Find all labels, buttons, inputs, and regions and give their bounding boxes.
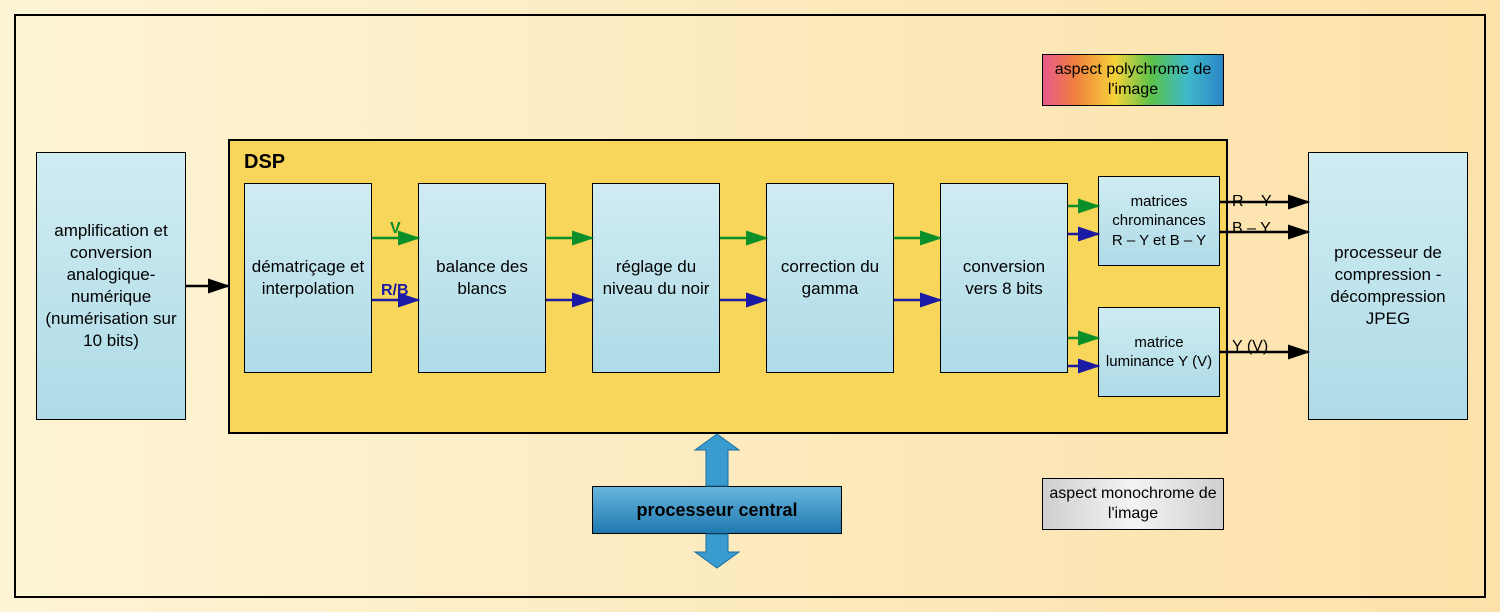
block-dematricage: dématriçage et interpolation — [244, 183, 372, 373]
block-label: processeur de compression - décompressio… — [1315, 242, 1461, 330]
block-conversion-8bit: conversion vers 8 bits — [940, 183, 1068, 373]
dsp-label: DSP — [244, 151, 285, 174]
output-label-yv: Y (V) — [1232, 338, 1268, 356]
edge-label-v: V — [390, 220, 401, 238]
block-label: amplification et conversion analogique-n… — [43, 220, 179, 353]
legend-monochrome: aspect monochrome de l'image — [1042, 478, 1224, 530]
block-label: conversion vers 8 bits — [947, 256, 1061, 300]
legend-polychrome: aspect polychrome de l'image — [1042, 54, 1224, 106]
block-label: balance des blancs — [425, 256, 539, 300]
cpu-label: processeur central — [636, 500, 797, 521]
legend-label: aspect polychrome de l'image — [1043, 60, 1223, 100]
block-niveau-noir: réglage du niveau du noir — [592, 183, 720, 373]
block-luminance: matrice luminance Y (V) — [1098, 307, 1220, 397]
block-label: dématriçage et interpolation — [251, 256, 365, 300]
block-amplification: amplification et conversion analogique-n… — [36, 152, 186, 420]
block-label: matrices chrominances R – Y et B – Y — [1105, 192, 1213, 251]
block-chrominances: matrices chrominances R – Y et B – Y — [1098, 176, 1220, 266]
output-label-ry: R – Y — [1232, 193, 1272, 211]
block-jpeg: processeur de compression - décompressio… — [1308, 152, 1468, 420]
output-label-by: B – Y — [1232, 220, 1271, 238]
dsp-container: DSP — [228, 139, 1228, 434]
block-label: matrice luminance Y (V) — [1105, 333, 1213, 372]
legend-label: aspect monochrome de l'image — [1043, 484, 1223, 524]
block-balance-blancs: balance des blancs — [418, 183, 546, 373]
block-label: correction du gamma — [773, 256, 887, 300]
edge-label-rb: R/B — [381, 282, 409, 300]
block-label: réglage du niveau du noir — [599, 256, 713, 300]
block-gamma: correction du gamma — [766, 183, 894, 373]
block-processeur-central: processeur central — [592, 486, 842, 534]
diagram-canvas: DSP amplification et conversion analogiq… — [0, 0, 1500, 612]
